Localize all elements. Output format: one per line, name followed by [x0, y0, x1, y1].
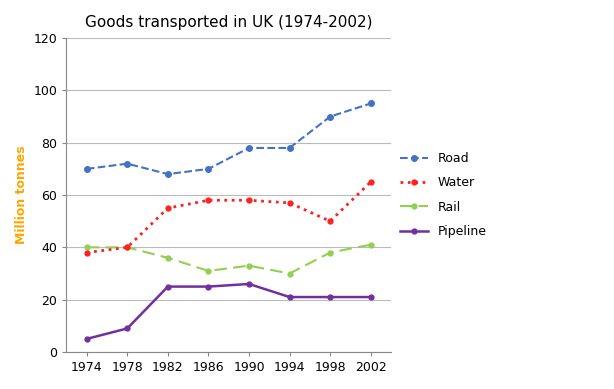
Road: [204, 166, 212, 171]
Pipeline: [164, 284, 171, 289]
Road: [123, 161, 131, 166]
Water: [164, 206, 171, 210]
Line: Pipeline: Pipeline: [84, 282, 373, 341]
Pipeline: [286, 295, 293, 300]
Line: Rail: Rail: [84, 242, 373, 276]
Rail: [123, 245, 131, 250]
Road: [286, 145, 293, 150]
Road: [83, 166, 90, 171]
Rail: [83, 245, 90, 250]
Rail: [204, 268, 212, 273]
Water: [327, 219, 334, 224]
Rail: [286, 271, 293, 276]
Rail: [246, 263, 253, 268]
Road: [246, 145, 253, 150]
Rail: [327, 250, 334, 255]
Water: [286, 201, 293, 205]
Pipeline: [204, 284, 212, 289]
Water: [367, 180, 375, 184]
Water: [246, 198, 253, 203]
Road: [367, 101, 375, 106]
Water: [83, 250, 90, 255]
Line: Water: Water: [84, 180, 373, 255]
Water: [204, 198, 212, 203]
Road: [164, 172, 171, 177]
Y-axis label: Million tonnes: Million tonnes: [15, 146, 28, 244]
Pipeline: [246, 282, 253, 286]
Pipeline: [123, 326, 131, 331]
Pipeline: [83, 336, 90, 341]
Rail: [164, 256, 171, 260]
Line: Road: Road: [84, 101, 373, 177]
Pipeline: [367, 295, 375, 300]
Road: [327, 114, 334, 119]
Rail: [367, 242, 375, 247]
Title: Goods transported in UK (1974-2002): Goods transported in UK (1974-2002): [85, 15, 373, 30]
Legend: Road, Water, Rail, Pipeline: Road, Water, Rail, Pipeline: [400, 152, 487, 238]
Water: [123, 245, 131, 250]
Pipeline: [327, 295, 334, 300]
